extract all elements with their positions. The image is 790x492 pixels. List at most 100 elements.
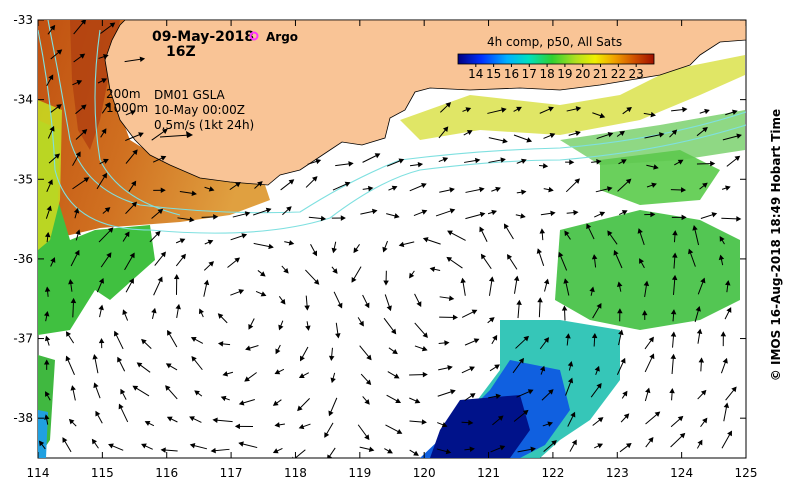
- current-vector-head: [391, 185, 398, 191]
- current-vector-head: [83, 177, 90, 183]
- current-vector-head: [217, 313, 224, 319]
- current-vector-head: [49, 24, 56, 31]
- current-vector-head: [141, 443, 147, 449]
- current-vector-head: [526, 137, 533, 143]
- current-vector: [294, 449, 306, 458]
- current-vector-head: [442, 157, 449, 163]
- current-vector-head: [241, 233, 248, 239]
- current-vector-head: [622, 390, 628, 397]
- current-vector-head: [561, 305, 568, 311]
- current-vector-head: [680, 187, 687, 193]
- current-vector-head: [723, 402, 730, 409]
- current-vector-head: [54, 153, 60, 159]
- current-vector-head: [117, 356, 123, 363]
- plot-area: [38, 20, 746, 458]
- current-vector-head: [637, 228, 643, 234]
- current-vector-head: [120, 388, 126, 395]
- current-vector-head: [421, 183, 427, 189]
- current-vector-head: [238, 400, 245, 406]
- current-vector-head: [597, 443, 604, 449]
- current-vector-head: [365, 379, 372, 386]
- current-vector-head: [331, 247, 337, 254]
- current-vector-head: [68, 279, 74, 285]
- current-vector-head: [151, 307, 157, 314]
- current-vector-head: [537, 297, 543, 303]
- current-vector-head: [280, 298, 286, 305]
- current-vector-head: [623, 413, 630, 419]
- current-vector-head: [274, 422, 280, 428]
- current-vector-head: [523, 335, 530, 342]
- green-coastal: [560, 110, 745, 165]
- current-vector-head: [522, 409, 529, 416]
- current-vector-head: [288, 240, 295, 246]
- isobath-contours: [38, 20, 746, 234]
- x-tick-label: 114: [27, 466, 50, 480]
- current-vector-head: [619, 130, 626, 137]
- current-vector-head: [700, 277, 706, 284]
- current-vector-head: [503, 223, 509, 230]
- current-vector-head: [548, 186, 554, 193]
- current-vector-head: [479, 211, 486, 218]
- current-vector-head: [70, 385, 76, 391]
- y-axis: -33 -34 -35 -36 -37 -38: [13, 13, 746, 425]
- current-vector-head: [539, 228, 546, 234]
- current-vector-head: [502, 138, 508, 144]
- isobath-1000-label: 1000m: [106, 101, 148, 115]
- current-vector-head: [625, 178, 632, 185]
- current-vector-head: [489, 317, 495, 323]
- current-vector-head: [207, 239, 214, 245]
- x-tick-label: 122: [541, 466, 564, 480]
- current-vector-head: [718, 254, 725, 261]
- current-vector-head: [132, 385, 139, 391]
- current-vector-head: [298, 423, 305, 430]
- current-vector-head: [671, 274, 678, 281]
- current-vector-head: [394, 213, 400, 219]
- current-vector-head: [353, 247, 359, 254]
- date-label: 09-May-2018: [152, 29, 254, 45]
- current-vector-head: [639, 258, 644, 264]
- x-tick-label: 117: [220, 466, 243, 480]
- current-vector-head: [327, 454, 333, 458]
- current-vector-head: [107, 227, 114, 233]
- current-vector-head: [488, 276, 495, 282]
- y-tick-label: -38: [13, 411, 33, 425]
- current-vector-head: [288, 179, 295, 185]
- current-vector-head: [46, 205, 52, 212]
- current-vector-head: [726, 307, 732, 313]
- current-vector-head: [500, 157, 506, 163]
- current-vector-head: [648, 336, 654, 343]
- current-vector-head: [596, 303, 602, 309]
- current-vector-head: [144, 420, 151, 426]
- current-vector-head: [103, 54, 109, 60]
- current-vector-head: [122, 309, 128, 316]
- current-vector-head: [74, 249, 80, 256]
- current-vector-head: [654, 411, 661, 417]
- x-tick-label: 118: [284, 466, 307, 480]
- current-vector-head: [106, 252, 112, 259]
- current-vector-head: [65, 355, 71, 362]
- current-vector-head: [371, 208, 378, 215]
- current-vector-head: [80, 104, 87, 110]
- current-vector-head: [189, 416, 195, 422]
- current-vector-head: [138, 132, 144, 138]
- current-vector-head: [653, 164, 659, 170]
- current-vector-head: [332, 268, 338, 274]
- current-vector-head: [731, 386, 737, 393]
- current-vector-head: [358, 320, 364, 327]
- current-vector-head: [165, 363, 172, 369]
- current-vector-head: [594, 365, 600, 372]
- argo-label: Argo: [266, 30, 298, 44]
- current-vector-head: [567, 361, 574, 367]
- current-vector-head: [76, 80, 83, 86]
- current-vector-head: [499, 445, 506, 451]
- vector-scale-label: 0.5m/s (1kt 24h): [154, 118, 254, 132]
- current-vector-head: [210, 447, 216, 454]
- current-vector-head: [597, 417, 604, 423]
- current-vector-head: [320, 215, 327, 222]
- current-vector-head: [45, 391, 50, 397]
- current-vector-head: [651, 182, 657, 188]
- current-vector-head: [473, 338, 480, 344]
- current-vector-head: [702, 126, 708, 133]
- current-vector-head: [238, 289, 245, 295]
